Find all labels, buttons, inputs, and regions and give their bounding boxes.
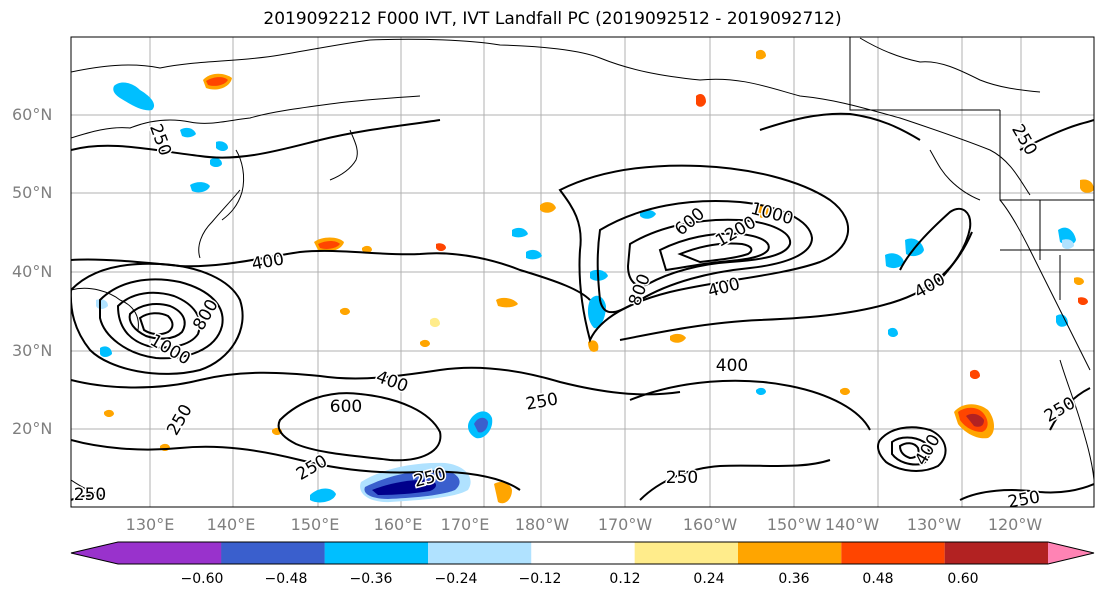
colorbar-segment [1048,542,1094,564]
lon-label-160w: 160°W [682,515,738,534]
colorbar-segment [428,542,532,564]
lon-label-130w: 130°W [906,515,962,534]
contour-label: 250 [1006,487,1041,512]
lon-label-130e: 130°E [125,515,175,534]
lat-label-60n: 60°N [12,105,53,124]
map-frame [70,36,1095,508]
graticule [71,37,1094,507]
colorbar-tick: −0.12 [518,571,562,587]
colorbar [70,541,1095,565]
map-title: 2019092212 F000 IVT, IVT Landfall PC (20… [263,9,842,29]
colorbar-segment [324,542,428,564]
contour-label: 250 [666,468,698,488]
colorbar-tick: −0.60 [180,571,224,587]
lat-label-50n: 50°N [12,183,53,202]
contour-label: 600 [330,397,362,417]
pc-filled-contours [96,49,1094,504]
contour-label: 250 [74,485,106,505]
colorbar-tick: 0.36 [778,571,810,587]
colorbar-segment [841,542,945,564]
lon-label-150w: 150°W [766,515,822,534]
lon-label-140w: 140°W [824,515,880,534]
colorbar-tick: −0.24 [434,571,478,587]
colorbar-tick: 0.48 [862,571,894,587]
lon-label-170w: 170°W [597,515,653,534]
colorbar-tick: −0.48 [264,571,308,587]
lat-label-30n: 30°N [12,341,53,360]
colorbar-segment [738,542,842,564]
colorbar-tick: 0.12 [609,571,641,587]
lat-label-40n: 40°N [12,262,53,281]
contour-label: 400 [716,356,748,376]
colorbar-segment [634,542,738,564]
colorbar-tick: 0.60 [947,571,979,587]
coastlines [71,37,1094,495]
lon-label-150e: 150°E [290,515,340,534]
lon-label-160e: 160°E [373,515,423,534]
lon-label-170e: 170°E [440,515,490,534]
colorbar-segment [71,542,222,564]
colorbar-segment [944,542,1048,564]
lon-label-140e: 140°E [206,515,256,534]
colorbar-segment [221,542,325,564]
colorbar-segment [531,542,635,564]
political-borders [849,37,1094,300]
ivt-contours [71,112,1094,501]
lon-label-120w: 120°W [987,515,1043,534]
lat-label-20n: 20°N [12,419,53,438]
lon-label-180w: 180°W [514,515,570,534]
colorbar-outline [70,541,1095,565]
colorbar-tick: 0.24 [693,571,725,587]
colorbar-tick: −0.36 [349,571,393,587]
